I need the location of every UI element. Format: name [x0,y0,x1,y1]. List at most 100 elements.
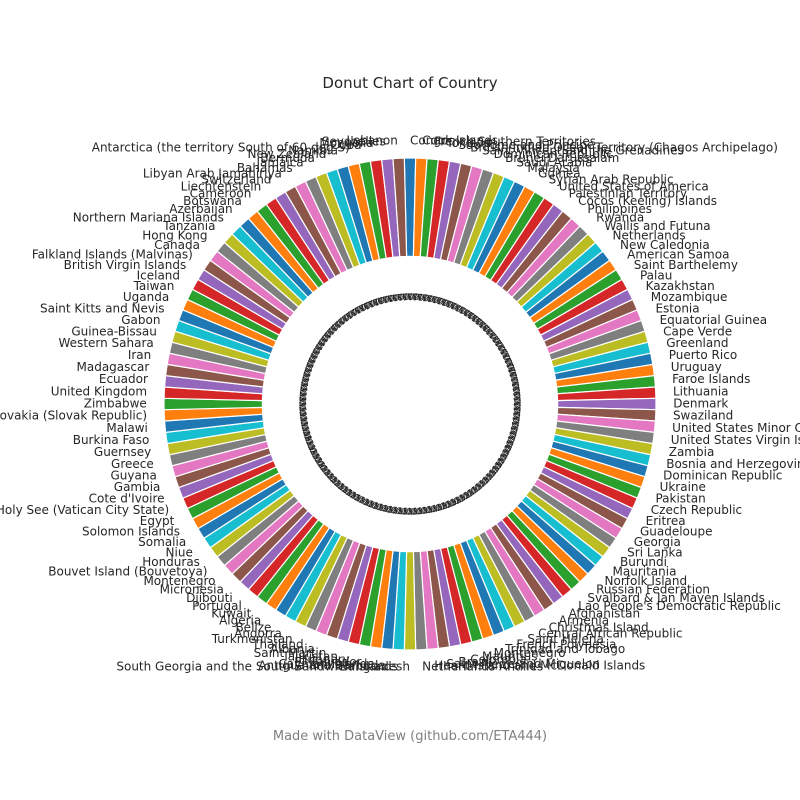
category-label: Zambia [669,445,715,459]
percent-label: 0.7% [413,293,437,306]
category-label: Kuwait [211,607,251,621]
percent-label: 0.7% [412,502,436,515]
percent-label: 0.7% [299,392,309,415]
category-label: Uruguay [671,360,722,374]
category-label: Cocos (Keeling) Islands [578,194,717,208]
category-label: Saint Barthelemy [634,258,738,272]
category-label: Botswana [183,194,242,208]
category-label: French Polynesia [516,637,616,651]
category-label: Greece [111,457,154,471]
category-label: Belize [235,620,271,634]
category-label: Bahamas [237,161,293,175]
category-label: Swaziland [673,409,733,423]
category-label: Lebanon [346,134,397,148]
percent-label: 0.7% [510,387,521,411]
category-label: Western Sahara [59,336,154,350]
percent-label: 0.7% [299,372,313,397]
category-label: Iceland [137,268,180,282]
category-label: Saint Pierre and Miquelon [446,657,600,671]
category-label: Equatorial Guinea [660,313,768,327]
category-label: Micronesia [160,583,224,597]
category-label: Iran [128,348,151,362]
category-label: Palestinian Territory [569,186,688,200]
category-label: Colombia [470,653,526,667]
category-label: Dominican Republic [494,147,613,161]
category-label: Hungary [298,653,349,667]
category-label: Antigua and Barbuda [258,659,385,673]
category-label: Bangladesh [340,660,410,674]
category-label: Georgia [634,535,681,549]
category-label: French Southern Territories [434,134,596,148]
category-label: Tajikistan [281,650,338,664]
category-label: Uganda [123,290,169,304]
category-label: Brunei Darussalam [505,151,619,165]
category-label: Denmark [673,397,728,411]
category-label: Guernsey [94,445,151,459]
category-label: Netherlands [613,228,686,242]
category-label: Lao People's Democratic Republic [578,599,781,613]
percent-label: 0.7% [398,505,421,515]
category-label: Bosnia and Herzegovina [666,457,800,471]
percent-label: 0.7% [388,293,412,305]
category-label: Niue [166,545,193,559]
category-label: Libyan Arab Jamahiriya [143,167,282,181]
percent-label: 0.7% [408,293,432,305]
category-label: British Indian Ocean Territory (Chagos A… [470,140,778,154]
category-label: Guyana [111,469,157,483]
category-label: United States Minor Outlying Islands [672,421,800,435]
percent-labels-group: 0.7%0.7%0.7%0.7%0.7%0.7%0.7%0.7%0.7%0.7%… [299,293,522,516]
percent-label: 0.7% [403,293,427,304]
percent-label: 0.7% [507,411,521,436]
category-label: Armenia [559,614,609,628]
percent-label: 0.7% [383,293,407,306]
category-label: Northern Mariana Islands [73,210,224,224]
percent-label: 0.7% [393,504,417,515]
category-label: Czech Republic [651,503,742,517]
category-label: Namibia [288,143,338,157]
category-label: American Samoa [627,248,729,262]
category-label: Andorra [234,626,282,640]
category-label: Tokelau [445,136,491,150]
percent-label: 0.7% [417,293,442,307]
category-label: Puerto Rico [669,348,737,362]
category-label: Saint Kitts and Nevis [40,301,165,315]
category-label: Jamaica [255,156,303,170]
category-label: Guadeloupe [640,525,713,539]
category-label: Dominican Republic [663,469,782,483]
category-label: New Zealand [247,147,326,161]
category-label: Wallis and Futuna [605,219,711,233]
category-label: Eritrea [646,514,686,528]
donut-slice [392,157,408,258]
footer-credit: Made with DataView (github.com/ETA444) [273,729,547,744]
category-label: Algeria [219,614,261,628]
category-label: Pakistan [655,492,705,506]
category-label: Philippines [587,202,652,216]
percent-label: 0.7% [299,406,312,430]
category-label: Portugal [192,599,242,613]
category-label: Hong Kong [142,228,207,242]
category-label: Saint Helena [527,632,604,646]
percent-label: 0.7% [508,407,521,431]
percent-label: 0.7% [393,293,417,304]
category-label: Saint Vincent and the Grenadines [482,143,684,157]
category-label: Mozambique [651,290,728,304]
category-label: Netherlands Antilles [422,659,543,673]
category-label: Burundi [620,555,667,569]
category-label: Madagascar [77,360,150,374]
percent-label: 0.7% [511,393,521,416]
percent-label: 0.7% [299,387,310,411]
percent-label: 0.7% [299,401,311,425]
category-label: Christmas Island [549,620,649,634]
category-label: Sao Tome and Principe [458,138,594,152]
percent-label: 0.7% [417,501,442,515]
category-label: Svalbard & Jan Mayen Islands [587,591,765,605]
category-label: Faroe Islands [672,372,750,386]
category-label: Thailand [251,637,304,651]
percent-label: 0.7% [299,382,311,406]
category-label: Guinea-Bissau [71,324,157,338]
percent-label: 0.7% [508,377,521,401]
category-label: South Georgia and the South Sandwich Isl… [116,659,397,673]
category-label: Tanzania [162,219,215,233]
category-label: British Virgin Islands [64,258,187,272]
